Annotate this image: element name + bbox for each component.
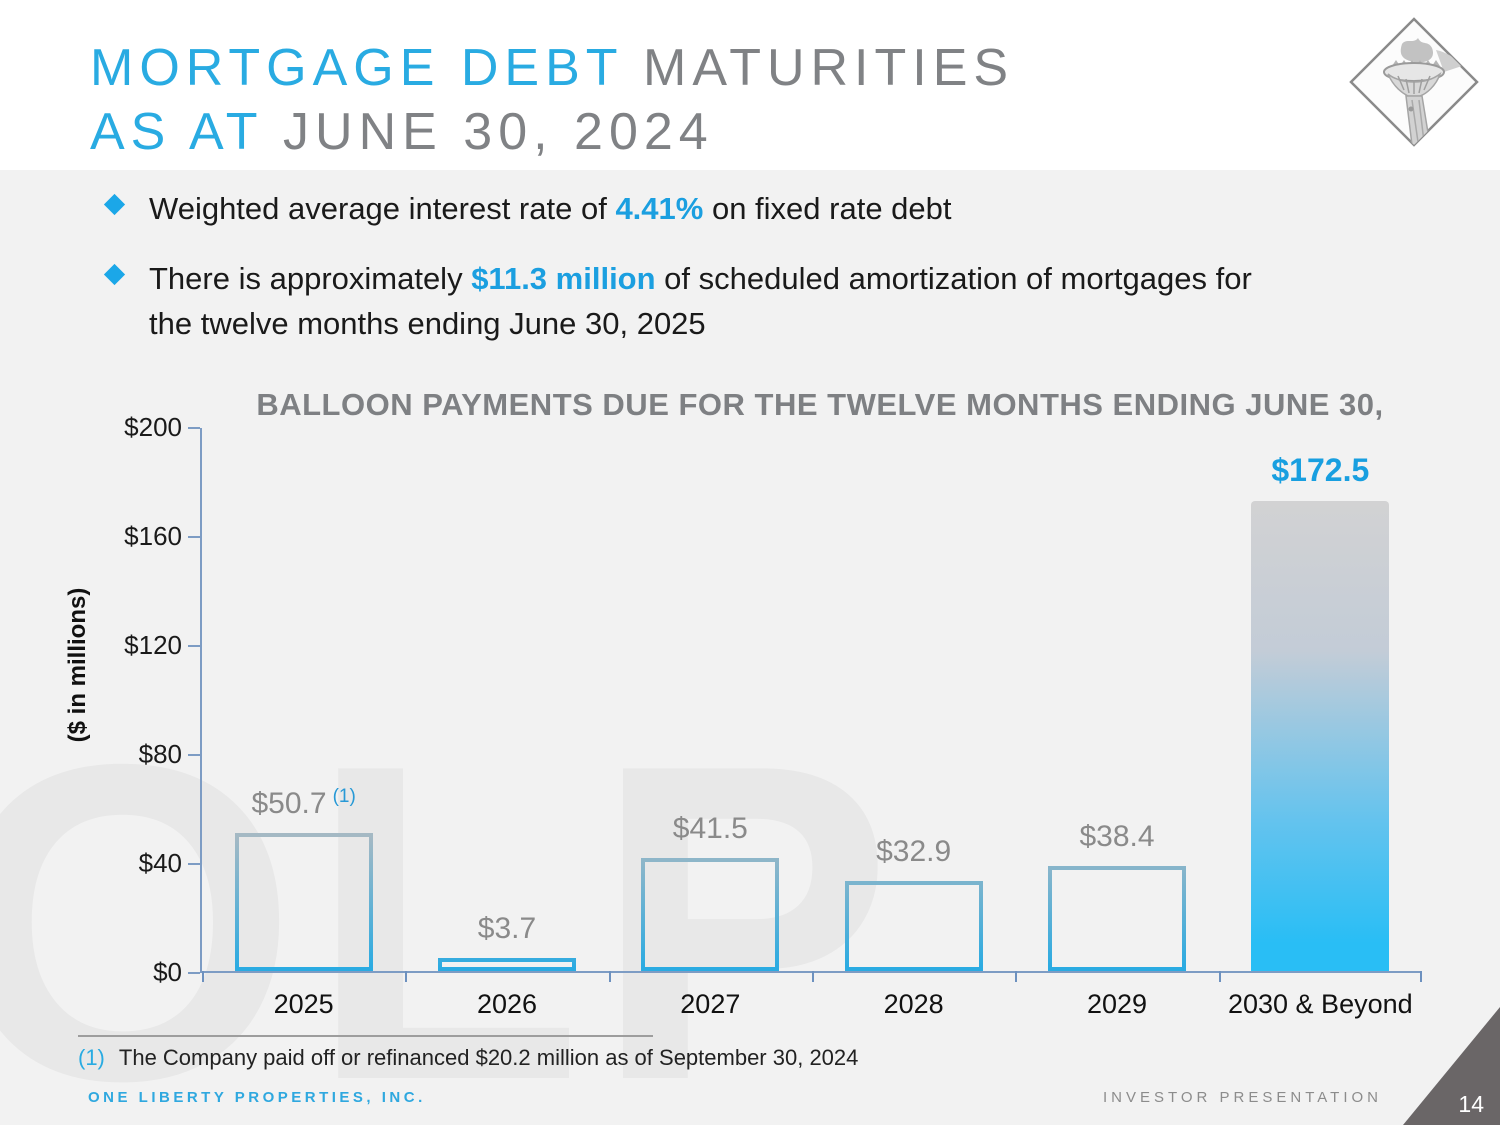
bar-value-label: $32.9 [812,835,1015,869]
y-tick-label: $160 [124,521,182,551]
bar-value-text: $50.7 [251,786,327,820]
chart-title: BALLOON PAYMENTS DUE FOR THE TWELVE MONT… [256,387,1384,422]
bar-2028 [844,881,983,971]
footnote-divider [78,1035,653,1037]
bar-value-label: $172.5 [1219,452,1422,489]
x-axis-label: 2029 [1086,989,1148,1019]
x-tick-mark [202,971,204,982]
y-tick-mark [188,972,200,974]
title-accent-text: MORTGAGE DEBT [90,39,644,97]
y-tick-mark [188,645,200,647]
footnote-marker: (1) [78,1045,105,1070]
bullet-text-pre: Weighted average interest rate of [149,191,616,226]
bar-value-text: $41.5 [672,811,748,845]
x-axis-label: 2028 [883,989,944,1019]
x-tick-mark [405,971,408,982]
title-gray-text: MATURITIES [643,39,1015,97]
bar-value-text: $38.4 [1079,820,1155,854]
x-axis-label: 2027 [680,989,741,1019]
bar-value-label: $41.5 [609,812,812,846]
bullet-text-pre: There is approximately [149,260,472,296]
bullet-text-highlight: 4.41% [615,191,704,226]
page-title-line2: AS AT JUNE 30, 2024 [90,103,714,161]
plot-area: $0 $40 $80 $120 $160 $200 $50.7 (1) 2025 $3.7 2026… [124,412,1422,1019]
x-tick-mark [1420,971,1422,982]
y-tick-mark [188,754,200,756]
page-number: 14 [1458,1091,1484,1117]
y-axis-title: ($ in millions) [64,587,91,743]
y-tick-mark [188,863,200,865]
diamond-bullet-icon [103,263,126,285]
x-tick-mark [608,971,611,982]
bar-2029 [1048,866,1186,971]
x-tick-mark [812,971,814,982]
company-logo [1348,16,1480,148]
page-title-line1: MORTGAGE DEBT MATURITIES [90,39,1014,97]
bullet-item: Weighted average interest rate of 4.41% … [103,186,1307,232]
x-tick-mark [1218,971,1221,982]
bar-2027 [641,857,780,971]
title-gray-text2: JUNE 30, 2024 [283,103,714,161]
bullet-item: There is approximately $11.3 million of … [103,256,1307,347]
y-tick-label: $120 [124,630,182,660]
title-band: MORTGAGE DEBT MATURITIES AS AT JUNE 30, … [0,0,1500,170]
x-axis-label: 2025 [273,989,334,1019]
footnote-reference: (1) [332,785,356,807]
statue-of-liberty-torch-icon [1349,17,1479,147]
x-axis-label: 2026 [476,989,538,1019]
bar-value-text: $3.7 [477,912,537,945]
bullet-text-post: on fixed rate debt [703,191,952,226]
diamond-bullet-icon [103,193,126,216]
y-tick-label: $40 [138,848,182,878]
y-tick-label: $0 [153,957,182,987]
bullet-text: There is approximately $11.3 million of … [149,256,1269,347]
bar-2025 [234,832,373,971]
y-tick-label: $80 [138,739,182,769]
bullet-list: Weighted average interest rate of 4.41% … [103,186,1307,371]
y-tick-label: $200 [124,412,182,442]
footnote: (1) The Company paid off or refinanced $2… [78,1045,858,1071]
bar-2026 [438,958,576,971]
bar-2030 & Beyond [1251,500,1390,971]
footer-presentation-label: INVESTOR PRESENTATION [1102,1089,1382,1106]
x-axis-label: 2030 & Beyond [1227,989,1413,1019]
bar-value-text: $32.9 [876,835,952,869]
y-tick-mark [188,427,200,429]
bar-value-label: $38.4 [1015,820,1218,854]
balloon-payments-chart: BALLOON PAYMENTS DUE FOR THE TWELVE MONT… [0,385,1500,1045]
footnote-text: The Company paid off or refinanced $20.2… [118,1045,859,1070]
x-tick-mark [1015,971,1018,982]
bar-value-text: $172.5 [1271,451,1370,488]
bar-value-label: $3.7 [405,912,608,946]
bar-value-label: $50.7 (1) [202,786,405,821]
page-title: MORTGAGE DEBT MATURITIES AS AT JUNE 30, … [90,36,1014,164]
footer-company-name: ONE LIBERTY PROPERTIES, INC. [88,1089,426,1106]
bullet-text-post: of scheduled amortization of mortgages f… [149,260,1252,342]
bullet-text: Weighted average interest rate of 4.41% … [149,186,952,232]
bullet-text-highlight: $11.3 million [471,260,656,296]
y-tick-mark [188,536,200,538]
title-accent-text2: AS AT [90,103,284,161]
